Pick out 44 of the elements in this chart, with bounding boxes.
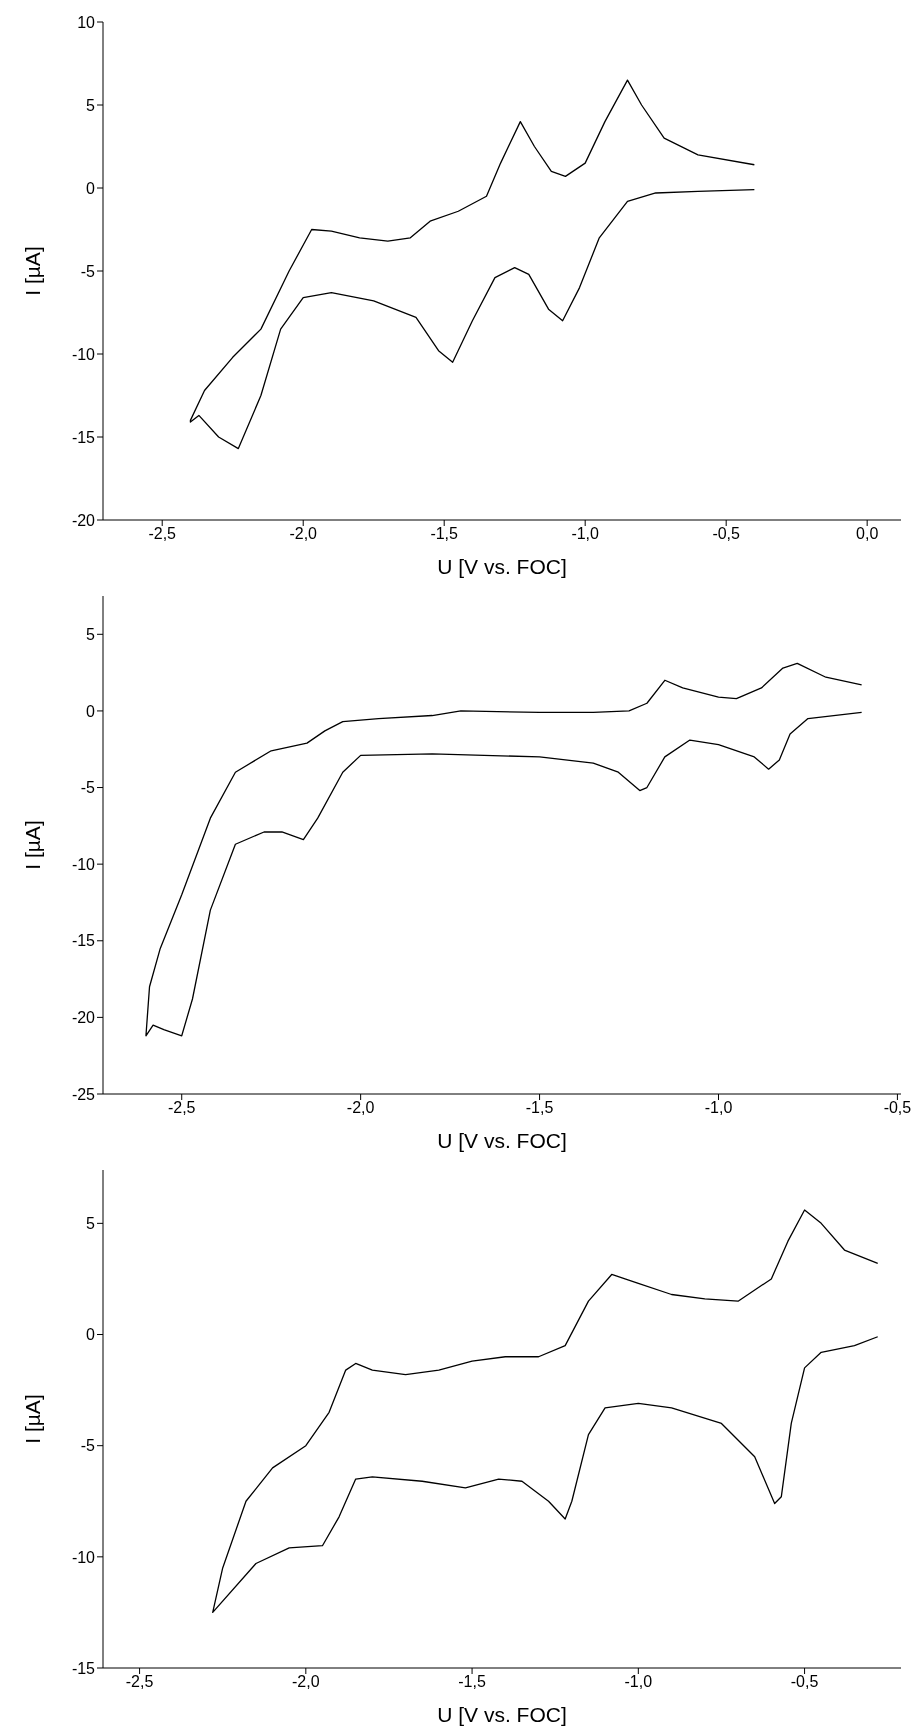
x-tick-label: -2,0 — [289, 525, 318, 543]
y-tick-label: -5 — [80, 1437, 96, 1455]
y-tick-label: 5 — [86, 96, 96, 114]
y-tick-label: -5 — [80, 779, 96, 797]
x-tick-label: -1,5 — [458, 1673, 486, 1691]
x-axis-title: U [V vs. FOC] — [437, 1129, 567, 1152]
x-tick-label: 0,0 — [856, 525, 879, 543]
y-tick-label: 0 — [86, 1326, 96, 1344]
x-tick-label: -2,5 — [125, 1673, 154, 1691]
y-axis-title: I [µA] — [21, 820, 44, 870]
y-axis-title: I [µA] — [21, 1394, 44, 1444]
y-tick-label: 0 — [86, 179, 96, 197]
y-tick-label: -10 — [71, 345, 96, 363]
y-tick-label: -10 — [71, 855, 96, 873]
x-tick-label: -2,0 — [292, 1673, 320, 1691]
y-tick-label: -15 — [71, 932, 96, 950]
y-tick-label: 5 — [86, 625, 96, 643]
y-tick-label: 5 — [86, 1215, 96, 1233]
y-tick-label: 0 — [86, 702, 96, 720]
line-series — [145, 662, 863, 1037]
x-tick-label: -1,5 — [525, 1099, 554, 1117]
y-tick-label: -10 — [71, 1548, 96, 1566]
x-tick-label: -2,5 — [167, 1099, 196, 1117]
y-tick-label: -20 — [71, 511, 96, 529]
line-series — [189, 79, 756, 450]
y-tick-label: -15 — [71, 1659, 96, 1677]
y-tick-label: -20 — [71, 1009, 96, 1027]
x-tick-label: -1,0 — [704, 1099, 733, 1117]
x-tick-label: -0,5 — [712, 525, 741, 543]
y-tick-label: -15 — [71, 428, 96, 446]
x-tick-label: -1,0 — [571, 525, 600, 543]
line-series — [212, 1209, 879, 1614]
y-axis-title: I [µA] — [21, 246, 44, 296]
x-tick-label: -1,5 — [430, 525, 459, 543]
x-tick-label: -2,0 — [346, 1099, 375, 1117]
y-tick-label: -25 — [71, 1085, 96, 1103]
y-tick-label: -5 — [80, 262, 96, 280]
x-tick-label: -1,0 — [624, 1673, 653, 1691]
x-tick-label: -0,5 — [883, 1099, 912, 1117]
x-axis-title: U [V vs. FOC] — [437, 1703, 567, 1726]
x-tick-label: -0,5 — [790, 1673, 819, 1691]
x-axis-title: U [V vs. FOC] — [437, 555, 567, 578]
x-tick-label: -2,5 — [148, 525, 177, 543]
y-tick-label: 10 — [77, 13, 96, 31]
